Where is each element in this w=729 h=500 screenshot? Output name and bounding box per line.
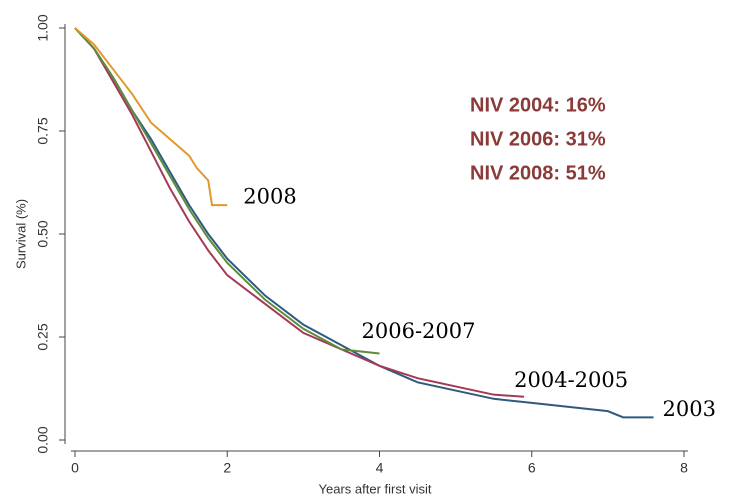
y-tick-label: 0.00 [35, 426, 51, 453]
y-tick-label: 1.00 [35, 14, 51, 41]
y-tick-label: 0.25 [35, 323, 51, 350]
survival-line [74, 27, 228, 207]
y-axis-title: Survival (%) [13, 199, 28, 269]
survival-line [74, 27, 525, 398]
x-tick-label: 2 [223, 460, 231, 476]
x-axis-title: Years after first visit [319, 481, 432, 496]
x-tick-label: 8 [680, 460, 688, 476]
y-tick-label: 0.50 [35, 220, 51, 247]
annotation: NIV 2008: 51% [470, 162, 606, 184]
series-label: 2003 [663, 397, 716, 421]
annotation: NIV 2006: 31% [470, 128, 606, 150]
x-tick-label: 6 [528, 460, 536, 476]
annotation: NIV 2004: 16% [470, 94, 606, 116]
series-label: 2004-2005 [514, 368, 628, 392]
x-tick-label: 4 [376, 460, 384, 476]
series-label: 2008 [243, 185, 296, 209]
y-tick-label: 0.75 [35, 117, 51, 144]
series-label: 2006-2007 [362, 319, 476, 343]
survival-line [74, 27, 380, 355]
x-tick-label: 0 [71, 460, 79, 476]
